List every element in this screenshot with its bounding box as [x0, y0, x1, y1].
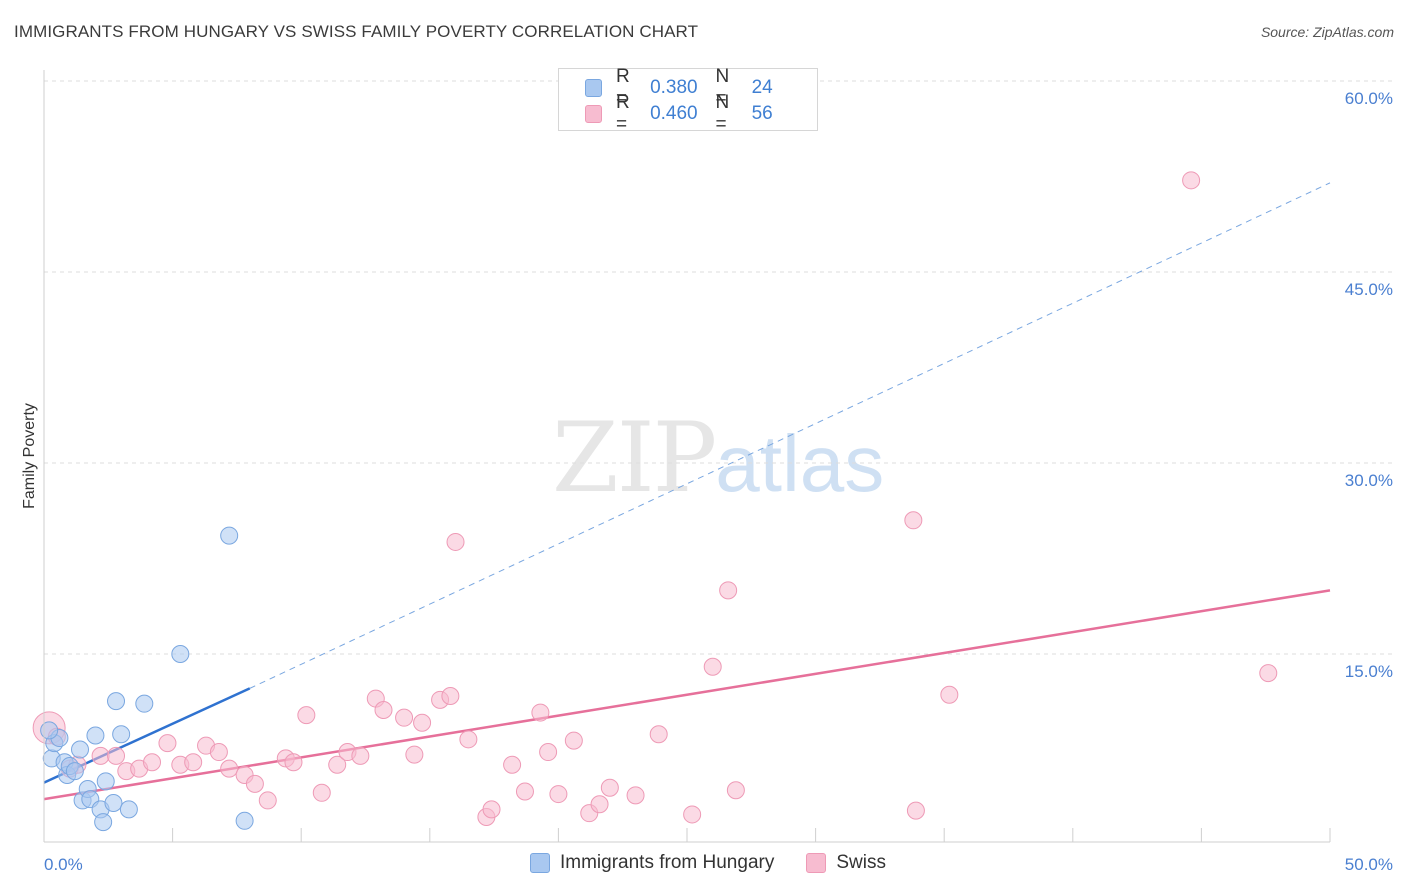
- watermark: ZIPatlas: [552, 402, 884, 514]
- hungary-point: [104, 793, 123, 812]
- hungary-point: [119, 800, 138, 819]
- swiss-point: [683, 805, 702, 824]
- hungary-point: [71, 740, 90, 759]
- y-tick-label: 60.0%: [1345, 89, 1393, 108]
- legend-r-value: 0.460: [650, 103, 698, 124]
- swiss-point: [1259, 664, 1278, 683]
- source-label: Source: ZipAtlas.com: [1260, 24, 1394, 40]
- legend-swatch-hungary: [530, 853, 550, 873]
- swiss-point: [245, 774, 264, 793]
- points-layer: [32, 171, 1278, 832]
- legend-item-swiss[interactable]: Swiss: [806, 852, 886, 874]
- hungary-point: [96, 772, 115, 791]
- swiss-point: [158, 734, 177, 753]
- y-axis-title: Family Poverty: [21, 403, 38, 509]
- legend-label-hungary: Immigrants from Hungary: [560, 852, 775, 873]
- swiss-point: [107, 746, 126, 765]
- hungary-point: [235, 811, 254, 830]
- swiss-point: [441, 687, 460, 706]
- y-tick-label: 15.0%: [1345, 662, 1393, 681]
- hungary-point: [112, 725, 131, 744]
- swiss-point: [297, 706, 316, 725]
- hungary-point: [220, 526, 239, 545]
- swiss-point: [719, 581, 738, 600]
- swiss-point: [482, 800, 501, 819]
- legend-r-label: R =: [615, 92, 630, 135]
- swiss-point: [220, 759, 239, 778]
- swiss-point: [726, 781, 745, 800]
- swiss-point: [405, 745, 424, 764]
- legend-n-label: N =: [715, 66, 730, 109]
- hungary-point: [107, 692, 126, 711]
- hungary-point: [86, 726, 105, 745]
- legend-row-swiss: R = 0.460 N = 56: [585, 92, 817, 135]
- legend-item-hungary[interactable]: Immigrants from Hungary: [530, 852, 774, 874]
- swiss-point: [395, 708, 414, 727]
- legend-r-label: R =: [615, 66, 630, 109]
- hungary-point: [65, 762, 84, 781]
- swiss-point: [549, 785, 568, 804]
- swiss-point: [531, 703, 550, 722]
- swiss-point: [703, 657, 722, 676]
- swiss-point: [312, 783, 331, 802]
- swiss-point: [184, 753, 203, 772]
- swiss-point: [328, 755, 347, 774]
- swiss-point: [446, 532, 465, 551]
- y-tick-label: 45.0%: [1345, 280, 1393, 299]
- hungary-trend-extension: [249, 182, 1331, 689]
- swiss-point: [515, 782, 534, 801]
- hungary-point: [135, 694, 154, 713]
- legend-swatch-swiss: [585, 105, 602, 123]
- series-legend: Immigrants from Hungary Swiss: [530, 852, 918, 874]
- swiss-point: [258, 791, 277, 810]
- hungary-point: [171, 645, 190, 663]
- swiss-point: [1182, 171, 1201, 190]
- watermark-zip: ZIP: [552, 402, 717, 514]
- swiss-point: [564, 731, 583, 750]
- legend-row-hungary: R = 0.380 N = 24: [585, 66, 817, 109]
- swiss-point: [904, 511, 923, 530]
- swiss-point: [374, 701, 393, 720]
- x-tick-label: 50.0%: [1345, 855, 1393, 874]
- legend-n-label: N =: [715, 92, 730, 135]
- y-tick-label: 30.0%: [1345, 471, 1393, 490]
- swiss-point: [351, 746, 370, 765]
- swiss-trend-line: [43, 589, 1331, 801]
- chart-title: IMMIGRANTS FROM HUNGARY VS SWISS FAMILY …: [14, 22, 699, 41]
- legend-swatch-swiss: [806, 853, 827, 873]
- swiss-point: [413, 713, 432, 732]
- swiss-point: [649, 725, 668, 744]
- legend-n-value: 24: [751, 77, 773, 98]
- axis-layer: 15.0% 30.0% 45.0% 60.0% 0.0% 50.0% Family Pove…: [21, 70, 1393, 874]
- swiss-point: [459, 730, 478, 749]
- hungary-point: [40, 721, 59, 740]
- swiss-point: [539, 743, 558, 762]
- swiss-point: [503, 755, 522, 774]
- trend-layer: [43, 182, 1331, 801]
- x-tick-label: 0.0%: [44, 855, 83, 874]
- legend-swatch-hungary: [585, 79, 602, 97]
- swiss-point: [590, 795, 609, 814]
- stats-legend: R = 0.380 N = 24 R = 0.460 N = 56: [558, 66, 818, 135]
- legend-n-value: 56: [751, 103, 773, 124]
- swiss-point: [91, 746, 110, 765]
- legend-r-value: 0.380: [650, 77, 698, 98]
- legend-label-swiss: Swiss: [836, 852, 886, 873]
- grid-layer: [44, 80, 1392, 655]
- swiss-point: [626, 786, 645, 805]
- swiss-point: [600, 778, 619, 797]
- swiss-point: [940, 685, 959, 704]
- hungary-point: [94, 813, 113, 832]
- swiss-point: [143, 753, 162, 772]
- swiss-point: [284, 753, 303, 772]
- swiss-point: [906, 801, 925, 820]
- swiss-point: [209, 743, 228, 762]
